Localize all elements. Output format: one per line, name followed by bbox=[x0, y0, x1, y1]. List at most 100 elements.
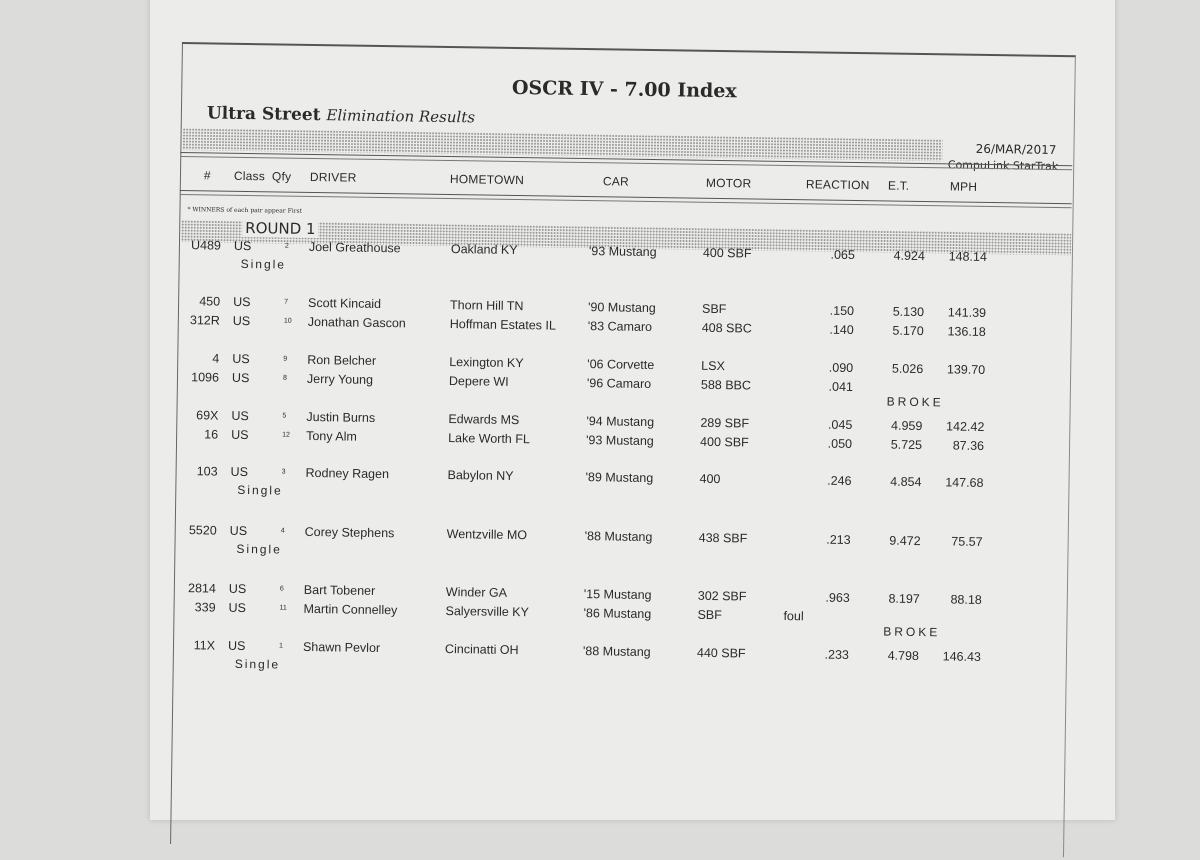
reaction-time: .065 bbox=[830, 247, 855, 263]
driver-name: Jerry Young bbox=[306, 371, 374, 387]
report-type: Elimination Results bbox=[326, 106, 476, 127]
class: US bbox=[232, 351, 250, 367]
hometown: Thorn Hill TN bbox=[449, 298, 524, 314]
run-result: BROKE bbox=[883, 624, 941, 640]
class: US bbox=[233, 294, 251, 310]
qualifying-position: 3 bbox=[281, 468, 286, 476]
qualifying-position: 1 bbox=[278, 642, 283, 650]
round-label: ROUND 1 bbox=[242, 218, 319, 239]
class-name: Ultra Street bbox=[206, 103, 321, 126]
motor: 588 BBC bbox=[700, 377, 752, 393]
car: '15 Mustang bbox=[583, 587, 652, 603]
hometown: Winder GA bbox=[445, 585, 508, 600]
mph: 88.18 bbox=[950, 592, 982, 607]
driver-name: Corey Stephens bbox=[304, 524, 395, 541]
mph: 141.39 bbox=[947, 305, 987, 320]
car: '89 Mustang bbox=[585, 470, 654, 486]
car-number: 2814 bbox=[187, 581, 216, 596]
qualifying-position: 9 bbox=[283, 355, 288, 363]
motor: LSX bbox=[701, 358, 725, 374]
mph: 139.70 bbox=[946, 362, 986, 377]
column-header-car: CAR bbox=[602, 174, 629, 189]
reaction-time: .213 bbox=[826, 532, 851, 548]
elapsed-time: 5.725 bbox=[890, 437, 923, 453]
car-number: 11X bbox=[193, 638, 216, 653]
mph: 136.18 bbox=[947, 324, 986, 339]
qualifying-position: 5 bbox=[282, 412, 287, 420]
car: '96 Camaro bbox=[586, 376, 652, 392]
column-header-et: E.T. bbox=[887, 178, 910, 193]
car: '93 Mustang bbox=[586, 433, 654, 449]
elapsed-time: 9.472 bbox=[889, 533, 921, 549]
hometown: Babylon NY bbox=[447, 468, 514, 483]
driver-name: Martin Connelley bbox=[303, 601, 398, 618]
report-date: 26/MAR/2017 bbox=[975, 141, 1057, 158]
mph: 87.36 bbox=[952, 438, 985, 453]
hometown: Salyersville KY bbox=[445, 604, 530, 620]
column-header-num: # bbox=[203, 168, 211, 183]
car-number: 103 bbox=[196, 464, 218, 479]
elapsed-time: 4.924 bbox=[893, 248, 925, 264]
column-header-hometown: HOMETOWN bbox=[449, 172, 525, 188]
mph: 146.43 bbox=[942, 649, 982, 664]
qualifying-position: 2 bbox=[284, 242, 289, 250]
car: '06 Corvette bbox=[587, 357, 655, 373]
single-run-label: Single bbox=[236, 541, 282, 557]
car-number: 312R bbox=[189, 313, 220, 328]
class: US bbox=[231, 408, 249, 424]
hometown: Wentzville MO bbox=[446, 527, 528, 543]
motor: 289 SBF bbox=[700, 415, 750, 431]
class: US bbox=[229, 523, 248, 539]
hometown: Cincinatti OH bbox=[444, 641, 519, 658]
single-run-label: Single bbox=[237, 482, 283, 498]
qualifying-position: 7 bbox=[284, 298, 289, 306]
column-header-motor: MOTOR bbox=[705, 175, 752, 191]
car: '90 Mustang bbox=[587, 300, 656, 316]
driver-name: Tony Alm bbox=[306, 428, 357, 444]
motor: 400 bbox=[699, 471, 721, 487]
motor: SBF bbox=[697, 607, 722, 623]
mph: 148.14 bbox=[948, 249, 987, 264]
car-number: 16 bbox=[204, 427, 219, 442]
reaction-time: .963 bbox=[825, 590, 850, 605]
results-document: OSCR IV - 7.00 Index Ultra Street Elimina… bbox=[170, 42, 1076, 858]
column-header-mph: MPH bbox=[949, 179, 978, 194]
car-number: 450 bbox=[199, 294, 221, 309]
class: US bbox=[231, 427, 249, 443]
reaction-time: .150 bbox=[829, 303, 855, 319]
class: US bbox=[230, 464, 249, 480]
elapsed-time: 4.854 bbox=[890, 474, 922, 490]
motor: 400 SBF bbox=[702, 245, 752, 261]
qualifying-position: 10 bbox=[283, 317, 292, 325]
car-number: U489 bbox=[190, 238, 222, 253]
reaction-time: .045 bbox=[827, 417, 853, 433]
driver-name: Shawn Pevlor bbox=[302, 639, 381, 656]
single-run-label: Single bbox=[234, 656, 281, 672]
hometown: Edwards MS bbox=[448, 412, 520, 428]
subtitle: Ultra Street Elimination Results bbox=[207, 103, 475, 127]
car: '83 Camaro bbox=[587, 319, 653, 335]
motor: 438 SBF bbox=[698, 530, 748, 546]
elapsed-time: 5.026 bbox=[891, 361, 924, 377]
car-number: 339 bbox=[194, 600, 216, 615]
elapsed-time: 5.130 bbox=[892, 304, 925, 320]
mph: 75.57 bbox=[951, 534, 983, 549]
motor: SBF bbox=[701, 301, 727, 317]
column-header-driver: DRIVER bbox=[309, 169, 357, 185]
reaction-time: .041 bbox=[828, 379, 854, 395]
run-result: BROKE bbox=[886, 394, 944, 410]
reaction-time: .050 bbox=[827, 436, 853, 452]
qualifying-position: 6 bbox=[279, 585, 284, 593]
car-number: 1096 bbox=[191, 370, 220, 385]
class: US bbox=[228, 600, 247, 616]
reaction-time: .090 bbox=[828, 360, 854, 376]
elapsed-time: 4.798 bbox=[887, 648, 920, 664]
car: '86 Mustang bbox=[583, 606, 652, 622]
hometown: Depere WI bbox=[448, 374, 509, 389]
qualifying-position: 12 bbox=[282, 431, 290, 439]
qualifying-position: 4 bbox=[280, 527, 285, 535]
class: US bbox=[233, 238, 252, 254]
qualifying-position: 11 bbox=[279, 604, 287, 612]
car: '94 Mustang bbox=[586, 414, 655, 430]
hometown: Hoffman Estates IL bbox=[449, 317, 556, 333]
